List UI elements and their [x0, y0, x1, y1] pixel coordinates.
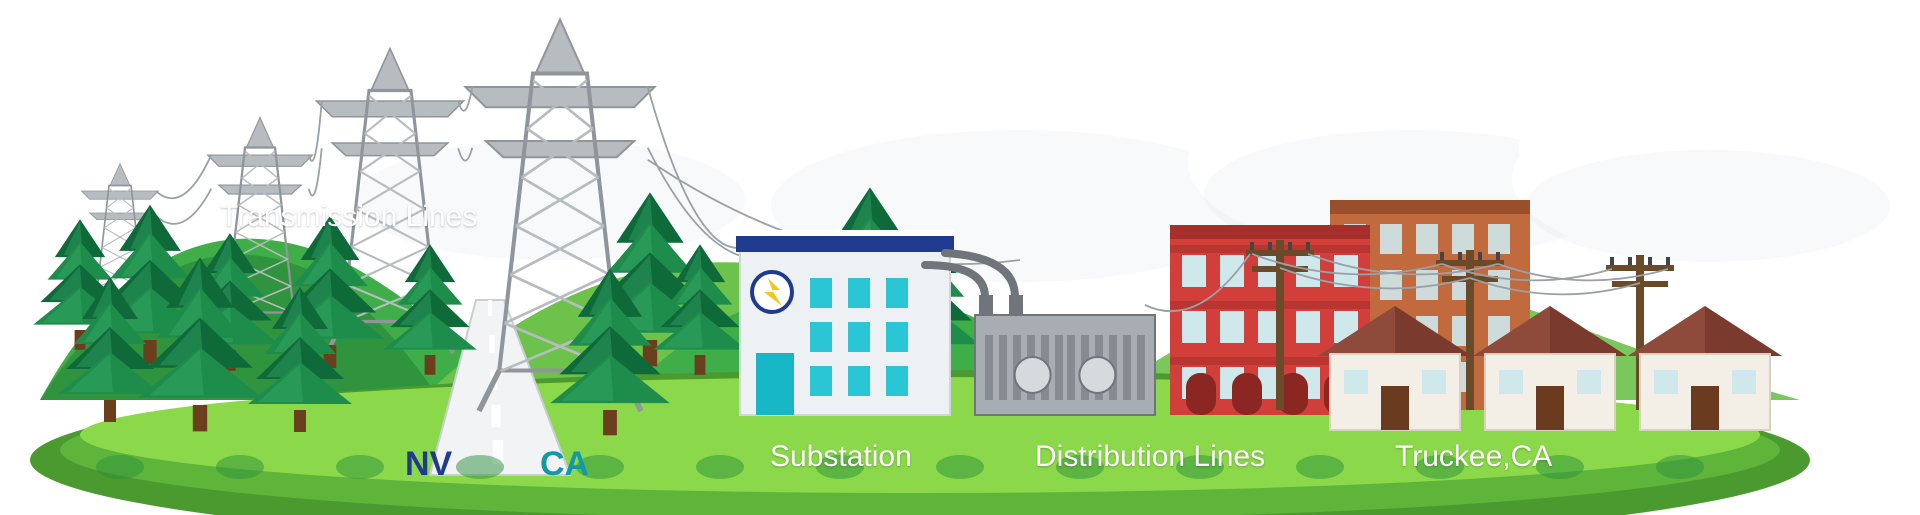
label-transmission: Transmission Lines: [220, 200, 477, 234]
label-substation: Substation: [770, 440, 912, 474]
label-state-ca: CA: [540, 445, 589, 484]
power-grid-infographic: Transmission Lines Substation Distributi…: [0, 0, 1920, 515]
label-state-nv: NV: [405, 445, 452, 484]
label-city: Truckee,CA: [1395, 440, 1552, 474]
scene-svg: [0, 0, 1920, 515]
label-distribution: Distribution Lines: [1035, 440, 1265, 474]
